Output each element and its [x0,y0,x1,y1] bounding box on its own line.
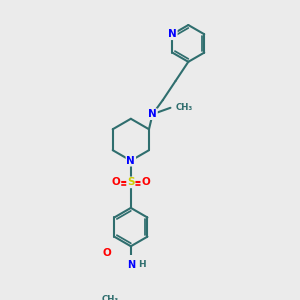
Text: N: N [127,260,135,270]
Text: O: O [112,177,120,188]
Text: O: O [141,177,150,188]
Text: CH₃: CH₃ [102,295,119,300]
Text: S: S [127,177,135,188]
Text: O: O [102,248,111,258]
Text: CH₃: CH₃ [176,103,193,112]
Text: H: H [139,260,146,269]
Text: N: N [168,29,177,39]
Text: N: N [127,156,135,166]
Text: N: N [148,109,157,119]
